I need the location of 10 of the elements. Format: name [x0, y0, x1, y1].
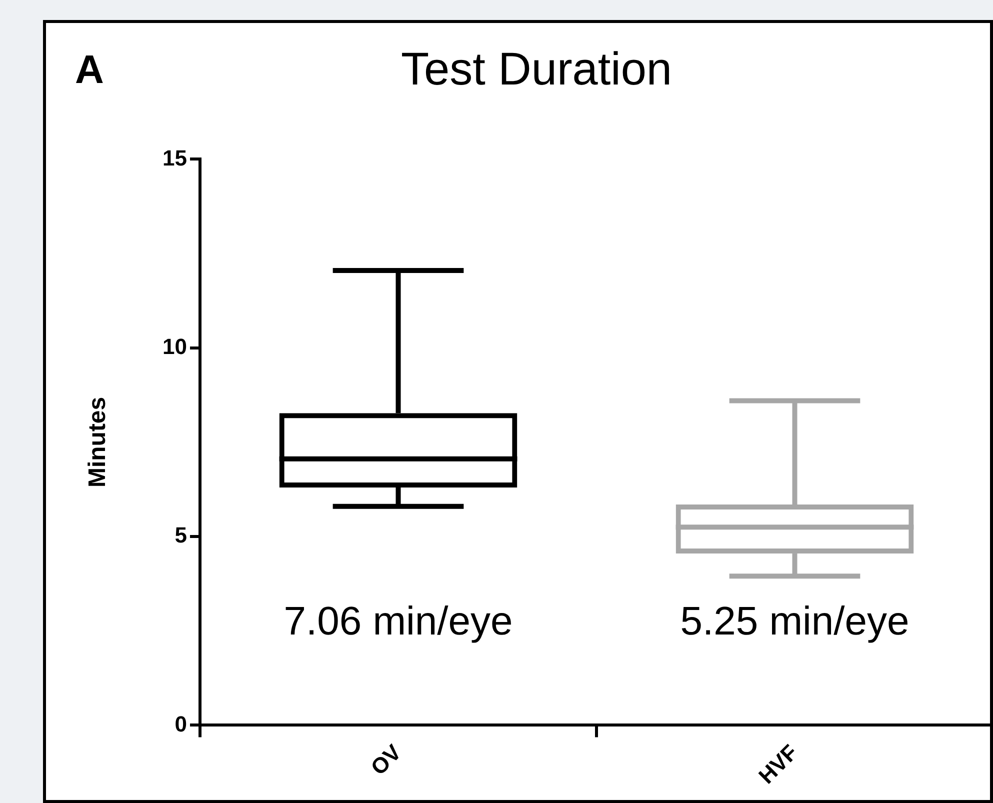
annotation: 7.06 min/eye — [284, 599, 513, 644]
y-tick-label: 0 — [174, 711, 187, 736]
y-tick-label: 10 — [162, 334, 187, 359]
annotation: 5.25 min/eye — [680, 599, 910, 644]
y-axis-title: Minutes — [84, 396, 112, 488]
y-tick-label: 5 — [174, 522, 187, 548]
text: A — [75, 48, 104, 92]
chart-title: Test Duration — [400, 42, 672, 94]
x-tick-label: OV — [366, 739, 406, 780]
y-tick-label: 15 — [162, 145, 187, 170]
